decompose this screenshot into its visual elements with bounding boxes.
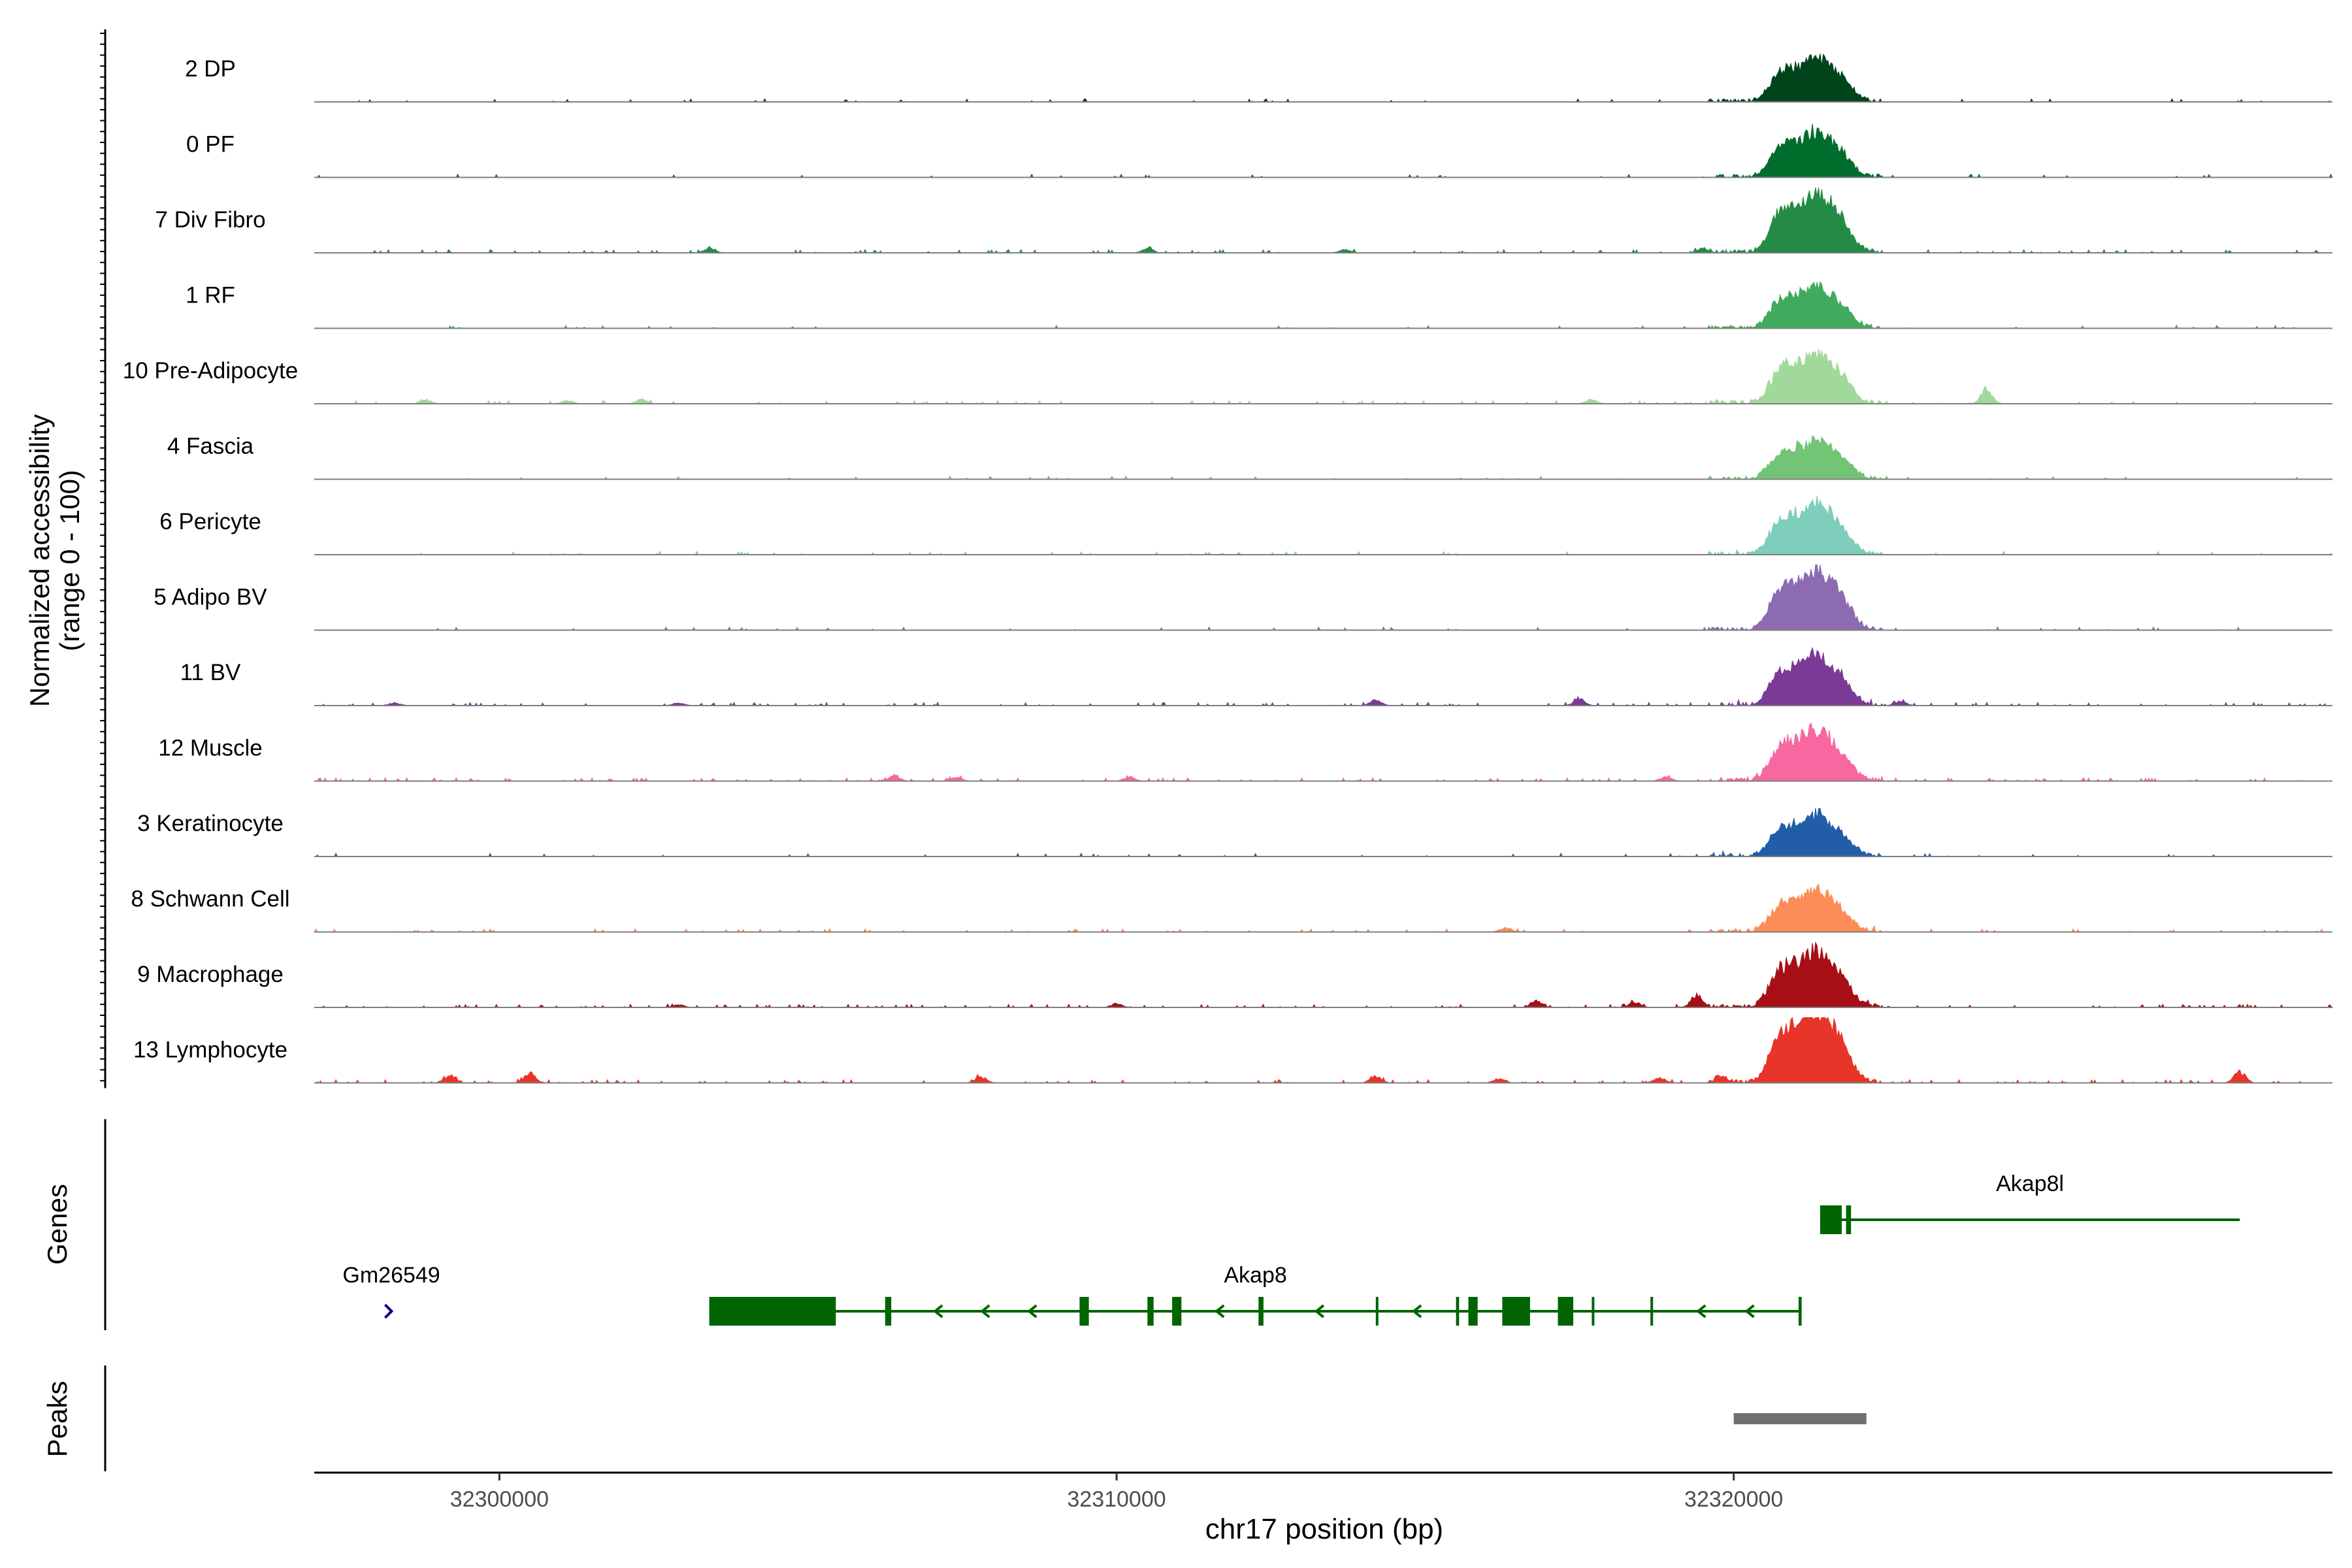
x-axis-title: chr17 position (bp) [1205, 1513, 1443, 1545]
track-0-pf: 0 PF [186, 123, 2333, 178]
x-tick-label: 32320000 [1684, 1487, 1783, 1512]
track-10-pre-adipocyte: 10 Pre-Adipocyte [123, 348, 2332, 405]
track-coverage-area [314, 808, 2332, 858]
track-label: 5 Adipo BV [154, 585, 267, 610]
track-label: 11 BV [180, 660, 241, 685]
gene-exon [1558, 1297, 1574, 1326]
track-coverage-area [314, 281, 2332, 329]
gene-exon [1258, 1297, 1264, 1326]
x-tick-label: 32300000 [450, 1487, 549, 1512]
peak-regions [1733, 1413, 1867, 1424]
coverage-y-label-line2: (range 0 - 100) [54, 470, 85, 651]
track-3-keratinocyte: 3 Keratinocyte [137, 808, 2332, 858]
track-coverage-area [314, 646, 2332, 706]
gene-strand-arrow [933, 1304, 943, 1318]
gene-exon [1172, 1297, 1182, 1326]
gene-strand-arrow [1215, 1304, 1225, 1318]
gene-strand-arrow [1027, 1304, 1037, 1318]
track-label: 9 Macrophage [137, 962, 284, 987]
gene-exon [885, 1297, 892, 1326]
gene-exon [709, 1297, 836, 1326]
track-coverage-area [314, 123, 2333, 178]
peak-region-bar [1733, 1413, 1867, 1424]
track-coverage-area [314, 434, 2332, 480]
track-8-schwann-cell: 8 Schwann Cell [131, 883, 2332, 933]
track-11-bv: 11 BV [180, 646, 2332, 706]
coverage-y-axis [100, 29, 106, 1088]
gene-exon [1650, 1297, 1654, 1326]
track-label: 6 Pericyte [159, 509, 261, 534]
gene-strand-arrow [1314, 1304, 1325, 1318]
track-label: 10 Pre-Adipocyte [123, 358, 298, 384]
gene-exon [1079, 1297, 1089, 1326]
track-9-macrophage: 9 Macrophage [137, 941, 2334, 1009]
track-label: 12 Muscle [158, 736, 263, 761]
track-label: 3 Keratinocyte [137, 811, 284, 836]
coverage-tracks: 2 DP 0 PF 7 Div Fibro 1 RF 10 Pre-Adipocyte 4… [123, 53, 2334, 1084]
track-label: 13 Lymphocyte [133, 1037, 287, 1063]
gene-label: Akap8 [1224, 1263, 1286, 1288]
track-12-muscle: 12 Muscle [158, 722, 2332, 782]
track-coverage-area [314, 564, 2332, 631]
track-4-fascia: 4 Fascia [167, 434, 2332, 480]
track-2-dp: 2 DP [185, 53, 2332, 103]
gene-strand-arrow [980, 1304, 990, 1318]
x-tick-label: 32310000 [1067, 1487, 1166, 1512]
track-coverage-area [314, 722, 2332, 782]
gene-akap8l: Akap8l [1820, 1171, 2240, 1234]
track-6-pericyte: 6 Pericyte [159, 495, 2334, 556]
track-coverage-area [314, 495, 2334, 556]
track-coverage-area [314, 941, 2334, 1009]
track-7-div-fibro: 7 Div Fibro [155, 187, 2332, 254]
track-label: 0 PF [186, 132, 235, 157]
gene-exon [1375, 1297, 1379, 1326]
gene-akap8: Akap8 [709, 1263, 1802, 1326]
gene-exon [1820, 1205, 1842, 1234]
track-coverage-area [314, 1017, 2332, 1084]
gene-exon [1468, 1297, 1478, 1326]
gene-exon [1846, 1205, 1852, 1234]
gene-exon [1798, 1297, 1802, 1326]
track-label: 7 Div Fibro [155, 207, 265, 233]
gene-strand-arrow [1411, 1304, 1422, 1318]
gene-label: Akap8l [1996, 1171, 2064, 1196]
track-coverage-area [314, 883, 2332, 933]
genes-panel-label: Genes [42, 1184, 73, 1265]
gene-strand-arrow [384, 1303, 394, 1319]
gene-exon [1502, 1297, 1530, 1326]
track-1-rf: 1 RF [186, 281, 2332, 329]
gene-strand-arrow [1696, 1304, 1707, 1318]
gene-exon [1456, 1297, 1460, 1326]
peaks-panel-label: Peaks [42, 1381, 73, 1458]
gene-exon [1592, 1297, 1595, 1326]
track-label: 1 RF [186, 283, 235, 308]
gene-label: Gm26549 [342, 1263, 440, 1288]
track-5-adipo-bv: 5 Adipo BV [154, 564, 2332, 631]
track-coverage-area [314, 53, 2332, 103]
track-13-lymphocyte: 13 Lymphocyte [133, 1017, 2332, 1084]
gene-gm26549: Gm26549 [342, 1263, 440, 1319]
track-label: 2 DP [185, 56, 236, 82]
track-coverage-area [314, 187, 2332, 254]
gene-strand-arrow [1744, 1304, 1755, 1318]
coverage-y-label-line1: Normalized accessibility [24, 414, 55, 707]
x-axis-ticks: 32300000 32310000 32320000 [450, 1473, 1783, 1512]
track-coverage-area [314, 348, 2332, 405]
track-label: 8 Schwann Cell [131, 887, 289, 912]
gene-exon [1147, 1297, 1154, 1326]
gene-annotations: Akap8l Akap8 Gm26549 [342, 1171, 2240, 1326]
track-label: 4 Fascia [167, 434, 254, 459]
